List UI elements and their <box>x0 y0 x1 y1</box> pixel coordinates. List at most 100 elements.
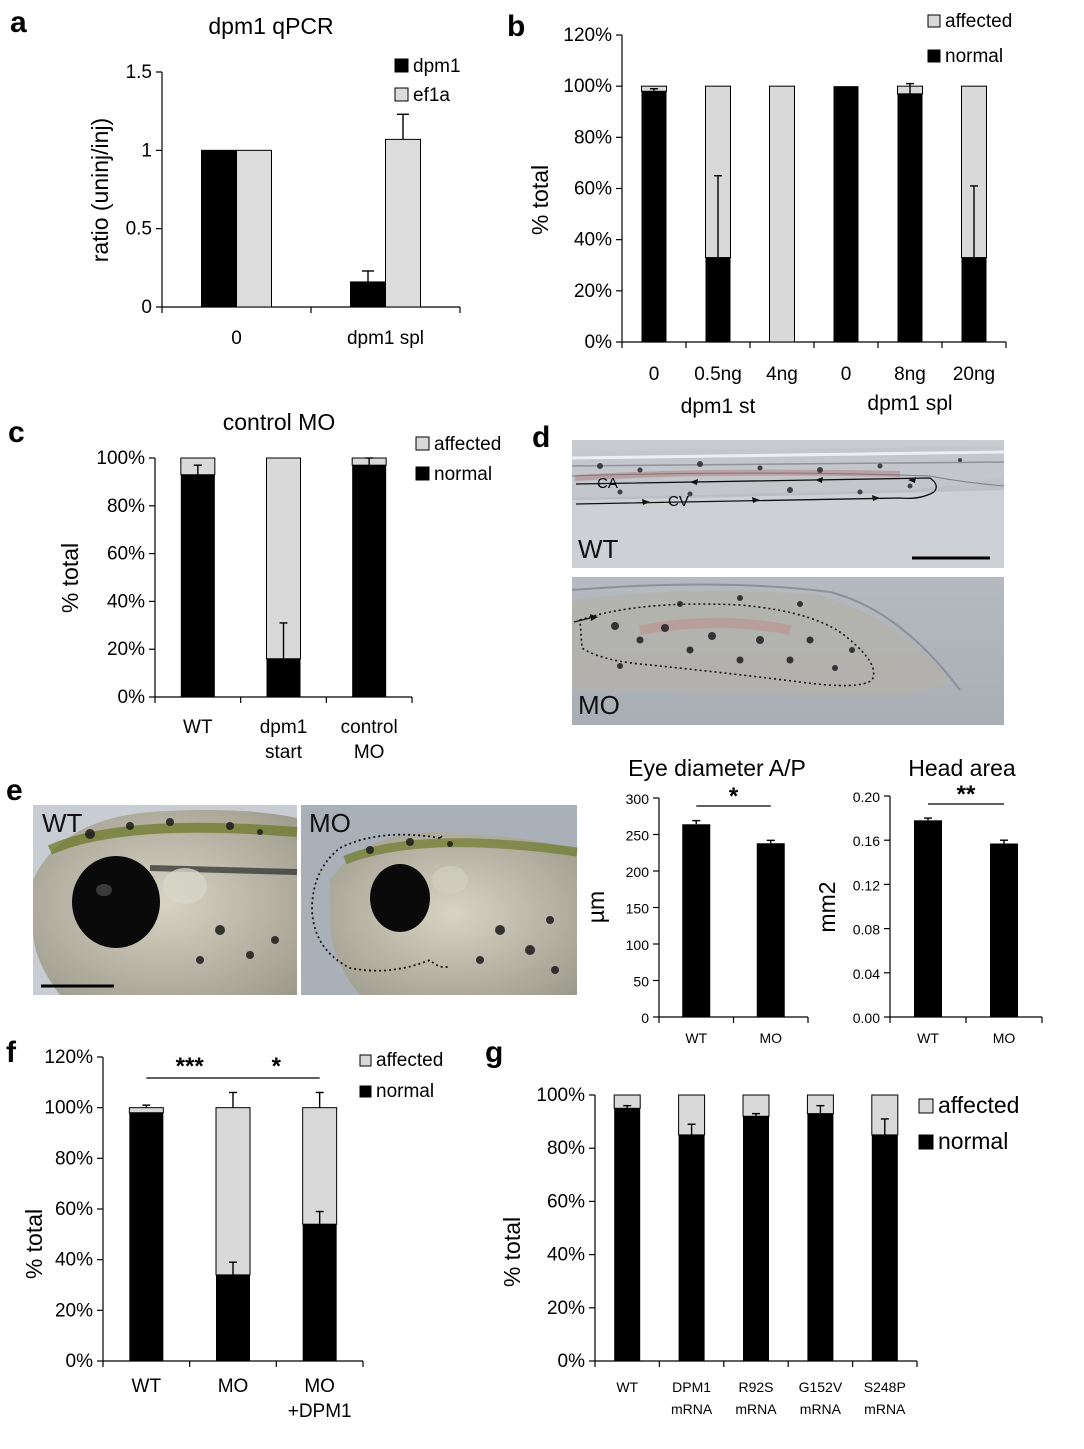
x-tick-label: +DPM1 <box>288 1401 352 1422</box>
chart-b-y-tick-label: 60% <box>574 179 612 200</box>
chart-c-y-tick-label: 40% <box>107 591 145 612</box>
legend-affected-swatch <box>359 1054 372 1067</box>
legend-affected-text: affected <box>376 1050 443 1071</box>
chart-title: control MO <box>223 409 335 435</box>
x-tick-label: mRNA <box>800 1401 842 1417</box>
chart-b-bar-normal <box>833 86 859 343</box>
chart-g-y-tick-label: 0% <box>558 1351 586 1372</box>
chart-c-y-tick-label: 60% <box>107 544 145 565</box>
chart-b-y-tick-label: 20% <box>574 281 612 302</box>
x-tick-label: start <box>265 742 303 763</box>
chart-g-bar-normal <box>871 1134 898 1361</box>
x-tick-label: MO <box>304 1376 335 1397</box>
chart-f-bar-affected <box>128 1107 164 1114</box>
significance-marker: *** <box>176 1053 205 1080</box>
chart-b-y-tick-label: 120% <box>563 25 612 46</box>
bar <box>990 843 1018 1017</box>
significance-marker: ** <box>957 781 976 808</box>
chart-g-bar-normal <box>807 1113 834 1361</box>
panel-label-f: f <box>6 1036 17 1069</box>
y-axis-label: % total <box>21 1209 47 1279</box>
x-tick-label: dpm1 <box>260 717 308 738</box>
panel-label-b: b <box>507 10 525 43</box>
chart-e1-y-tick-label: 50 <box>633 974 649 990</box>
panel-label-e: e <box>6 774 23 807</box>
x-tick-label: control <box>341 717 398 738</box>
chart-f-bar-normal <box>129 1112 164 1361</box>
y-axis-label: ratio (uninj/inj) <box>87 118 113 262</box>
chart-f-bar-affected <box>215 1107 251 1276</box>
chart-b-bar-affected <box>769 85 795 343</box>
legend-normal-swatch <box>918 1134 934 1150</box>
chart-g-y-tick-label: 80% <box>547 1138 585 1159</box>
y-axis-label: mm2 <box>814 881 840 932</box>
chart-g-bar-normal <box>614 1108 641 1361</box>
chart-b-bar-normal <box>961 257 987 342</box>
x-tick-label: WT <box>183 717 213 738</box>
chart-b-y-tick-label: 40% <box>574 230 612 251</box>
x-tick-label: R92S <box>738 1379 773 1395</box>
x-tick-label: WT <box>616 1379 638 1395</box>
legend-affected-text: affected <box>434 434 501 455</box>
chart-f-bar-normal <box>216 1274 250 1361</box>
y-axis-label: µm <box>583 891 609 923</box>
chart-a: dpm1 qPCR 0 0.5 1 1.5 ratio (uninj/inj) 0 dpm1 … <box>87 13 461 349</box>
chart-f-y-tick-label: 60% <box>55 1199 93 1220</box>
legend-normal-swatch <box>359 1085 372 1098</box>
bar-dpm1 <box>350 281 386 308</box>
chart-e2-y-tick-label: 0.00 <box>853 1010 880 1026</box>
panel-label-g: g <box>485 1036 503 1069</box>
x-tick-label: 0 <box>649 364 660 385</box>
panel-label-a: a <box>10 6 27 39</box>
chart-g-y-tick-label: 100% <box>536 1085 585 1106</box>
x-tick-label: 4ng <box>766 364 798 385</box>
chart-c-y-tick-label: 80% <box>107 496 145 517</box>
chart-e2-y-tick-label: 0.08 <box>853 922 880 938</box>
y-axis-label: % total <box>57 543 83 613</box>
chart-e2-y-tick-label: 0.12 <box>853 877 880 893</box>
chart-f-y-tick-label: 120% <box>44 1047 93 1068</box>
chart-title: dpm1 qPCR <box>208 13 333 39</box>
legend-normal-text: normal <box>434 464 492 485</box>
bar <box>756 843 785 1017</box>
chart-e2-y-tick-label: 0.20 <box>853 789 880 805</box>
chart-g-y-tick-label: 60% <box>547 1191 585 1212</box>
legend-normal-text: normal <box>938 1128 1008 1154</box>
chart-e2: Head area 0.00 0.04 0.08 0.12 0.16 0.20 mm2 WT MO… <box>814 755 1043 1046</box>
chart-c-bar-normal <box>352 465 387 697</box>
chart-f-y-tick-label: 100% <box>44 1098 93 1119</box>
x-group-label: dpm1 spl <box>867 392 952 415</box>
chart-c: control MO 0% 20% 40% 60% 80% 100% % total WT dpm… <box>57 409 501 763</box>
chart-g-bar-normal <box>678 1134 705 1361</box>
bar-ef1a <box>385 138 421 308</box>
image-label-e-mo: MO <box>309 808 351 838</box>
chart-a-y-tick-label: 1.5 <box>126 62 152 83</box>
chart-b-bar-normal <box>705 257 731 342</box>
chart-b-bar-normal <box>641 91 667 343</box>
chart-e1-y-tick-label: 0 <box>641 1010 649 1026</box>
y-axis-label: % total <box>527 165 553 235</box>
label-ca: CA <box>597 475 618 492</box>
chart-e1: Eye diameter A/P 0 50 100 150 200 250 300 µm WT MO… <box>583 755 809 1046</box>
chart-g-bar-normal <box>743 1116 769 1361</box>
image-label-d-wt: WT <box>578 534 619 564</box>
legend-normal-swatch <box>415 466 430 481</box>
bar <box>914 820 942 1017</box>
legend-normal-text: normal <box>945 46 1003 67</box>
bar-ef1a <box>236 149 272 308</box>
chart-f-y-tick-label: 40% <box>55 1250 93 1271</box>
chart-b-y-tick-label: 80% <box>574 127 612 148</box>
x-tick-label: DPM1 <box>672 1379 711 1395</box>
chart-title: Head area <box>908 755 1016 781</box>
chart-f-y-tick-label: 80% <box>55 1148 93 1169</box>
x-tick-label: 20ng <box>953 364 995 385</box>
chart-e1-y-tick-label: 150 <box>626 901 650 917</box>
chart-c-y-tick-label: 0% <box>118 687 146 708</box>
legend-affected-text: affected <box>938 1092 1019 1118</box>
x-tick-label: S248P <box>864 1379 906 1395</box>
micrograph-d-mo: MO <box>571 577 1004 725</box>
x-tick-label: MO <box>354 742 385 763</box>
x-tick-label: 0 <box>841 364 852 385</box>
panel-label-c: c <box>8 416 25 449</box>
